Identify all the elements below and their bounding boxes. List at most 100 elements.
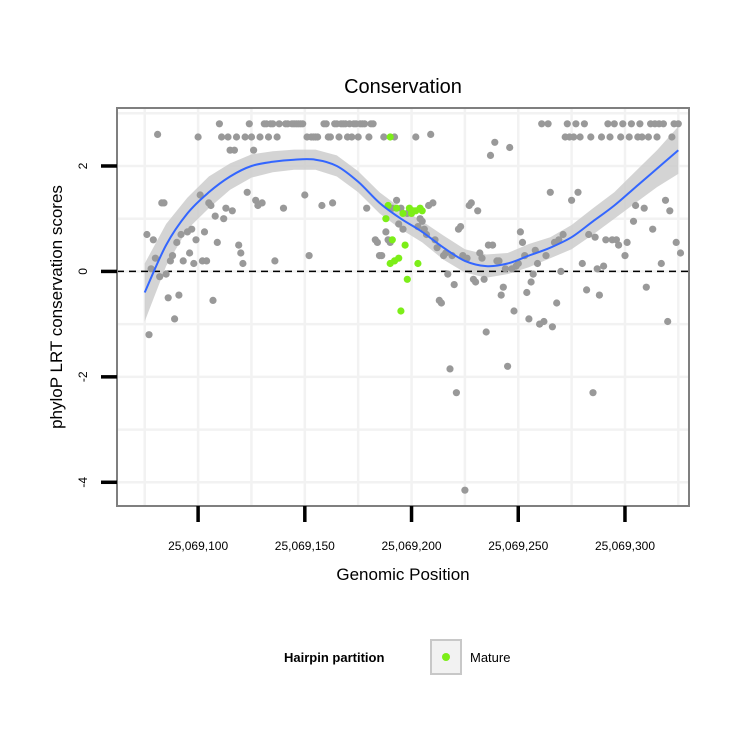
smooth-line bbox=[143, 149, 679, 293]
data-point bbox=[587, 133, 595, 141]
x-axis: 25,069,100 25,069,150 25,069,200 25,069,250… bbox=[168, 506, 655, 553]
data-point bbox=[450, 281, 458, 289]
data-point-mature bbox=[414, 259, 422, 268]
data-point bbox=[499, 283, 507, 291]
y-axis-title: phyloP LRT conservation scores bbox=[47, 185, 66, 429]
data-point bbox=[527, 278, 535, 286]
data-point bbox=[211, 212, 219, 220]
data-point bbox=[230, 146, 238, 154]
data-point bbox=[369, 120, 377, 128]
data-point bbox=[399, 225, 407, 233]
data-point bbox=[378, 252, 386, 260]
data-point bbox=[154, 130, 162, 138]
data-point bbox=[580, 120, 589, 128]
data-point bbox=[504, 362, 512, 370]
data-point bbox=[472, 278, 480, 286]
legend: Hairpin partition Mature bbox=[284, 639, 510, 675]
data-point bbox=[314, 133, 322, 141]
data-point bbox=[241, 133, 249, 141]
data-point bbox=[271, 257, 279, 265]
data-point bbox=[572, 120, 580, 128]
data-point bbox=[179, 257, 187, 265]
data-point bbox=[395, 220, 403, 228]
data-point bbox=[668, 133, 676, 141]
data-point bbox=[326, 133, 334, 141]
data-point bbox=[239, 259, 247, 268]
data-point bbox=[510, 307, 518, 315]
data-point bbox=[501, 265, 509, 273]
data-point bbox=[196, 191, 204, 199]
data-point bbox=[433, 244, 441, 252]
data-point bbox=[247, 133, 256, 141]
smooth-curve bbox=[143, 149, 679, 293]
data-point bbox=[666, 207, 674, 215]
x-tick-label: 25,069,150 bbox=[275, 539, 335, 553]
data-point bbox=[329, 199, 337, 207]
data-point bbox=[305, 252, 313, 260]
data-point bbox=[548, 323, 557, 331]
data-point bbox=[190, 259, 198, 268]
data-point bbox=[529, 270, 537, 278]
data-point bbox=[427, 130, 435, 138]
data-point bbox=[213, 238, 221, 246]
data-point bbox=[617, 133, 625, 141]
legend-label-mature: Mature bbox=[470, 650, 510, 665]
data-point bbox=[437, 299, 445, 307]
data-point bbox=[224, 133, 232, 141]
data-point bbox=[264, 133, 273, 141]
data-point bbox=[429, 199, 437, 207]
data-point-mature bbox=[388, 236, 396, 244]
data-point-mature bbox=[401, 241, 409, 249]
data-point bbox=[354, 133, 362, 141]
legend-title: Hairpin partition bbox=[284, 650, 384, 665]
data-point bbox=[373, 238, 381, 246]
data-point bbox=[412, 133, 420, 141]
data-point bbox=[243, 188, 251, 196]
y-tick-label: -2 bbox=[76, 371, 90, 382]
data-point bbox=[209, 296, 217, 304]
data-point bbox=[600, 262, 608, 270]
data-point-mature bbox=[418, 207, 426, 215]
data-point bbox=[644, 133, 653, 141]
data-point bbox=[318, 201, 326, 210]
data-point bbox=[250, 146, 258, 154]
data-point bbox=[672, 238, 680, 246]
data-point bbox=[576, 133, 584, 141]
data-point bbox=[207, 201, 215, 210]
data-point bbox=[365, 133, 373, 141]
data-point bbox=[525, 315, 533, 323]
data-point bbox=[533, 259, 542, 268]
data-point bbox=[299, 120, 307, 128]
data-point bbox=[491, 138, 499, 146]
data-point bbox=[625, 133, 633, 141]
data-point bbox=[563, 120, 571, 128]
data-point bbox=[593, 265, 601, 273]
data-point bbox=[275, 120, 283, 128]
data-point bbox=[557, 267, 565, 275]
x-tick-label: 25,069,100 bbox=[168, 539, 228, 553]
data-point bbox=[538, 120, 546, 128]
data-point bbox=[591, 233, 599, 241]
data-point bbox=[222, 204, 230, 212]
data-point bbox=[544, 120, 552, 128]
data-point bbox=[192, 236, 200, 244]
data-point bbox=[418, 217, 426, 225]
data-point bbox=[162, 270, 170, 278]
data-point bbox=[653, 133, 661, 141]
data-point bbox=[583, 286, 591, 294]
data-point bbox=[467, 199, 475, 207]
data-point-mature bbox=[397, 307, 405, 315]
data-point bbox=[156, 273, 164, 281]
data-point bbox=[175, 291, 183, 299]
data-point bbox=[322, 120, 330, 128]
data-point bbox=[514, 259, 522, 268]
data-point bbox=[461, 486, 469, 494]
y-tick-label: 0 bbox=[76, 268, 90, 275]
data-point bbox=[143, 230, 151, 239]
scatter-points bbox=[117, 120, 689, 494]
data-point bbox=[474, 207, 482, 215]
data-point bbox=[676, 249, 685, 257]
x-tick-label: 25,069,300 bbox=[595, 539, 655, 553]
data-point bbox=[629, 217, 638, 225]
